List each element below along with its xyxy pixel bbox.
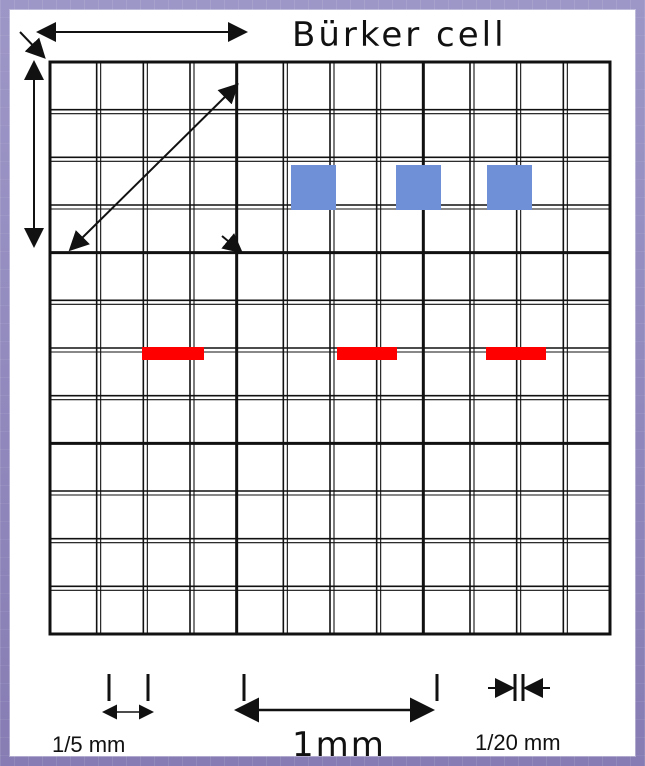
highlight-bar — [486, 347, 546, 360]
inner-corner-arrow — [221, 233, 244, 254]
highlight-square — [487, 165, 532, 210]
one-mm-label: 1mm — [292, 725, 386, 765]
highlight-square — [396, 165, 441, 210]
highlight-bar — [142, 347, 204, 360]
highlight-bar — [337, 347, 397, 360]
fifth-mm-label: 1/5 mm — [52, 732, 126, 757]
diagram-title: Bürker cell — [292, 15, 507, 55]
twentieth-mm-label: 1/20 mm — [475, 730, 561, 755]
highlight-square — [291, 165, 336, 210]
corner-arrow — [19, 31, 46, 59]
diagonal-double-arrow — [68, 83, 239, 252]
